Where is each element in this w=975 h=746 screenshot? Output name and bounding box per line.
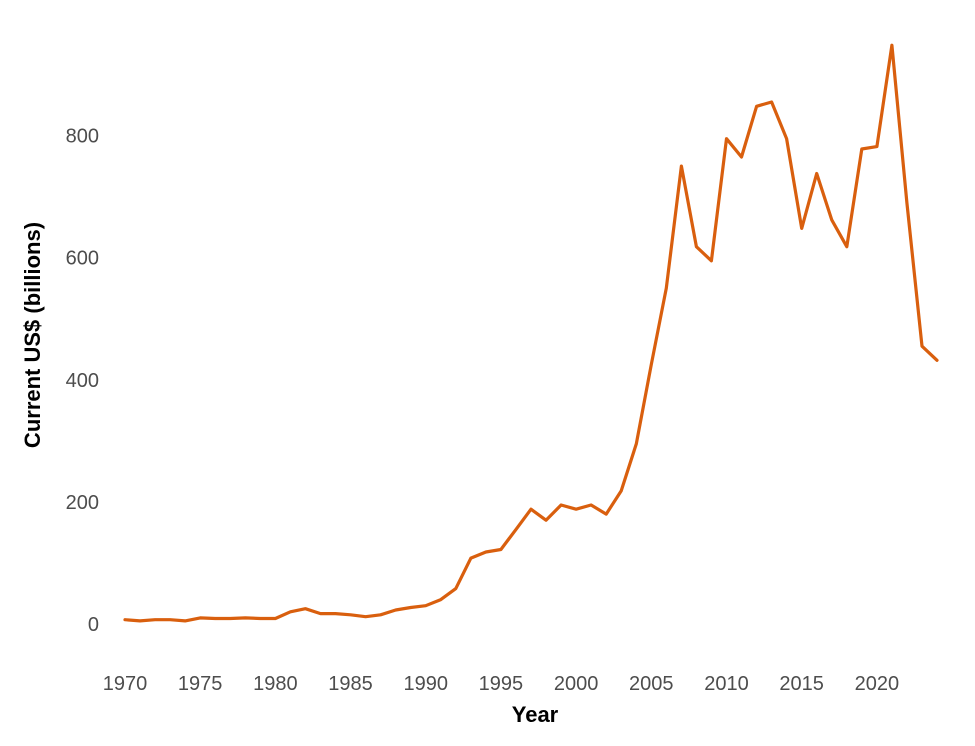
y-axis-title: Current US$ (billions)	[20, 222, 45, 448]
x-tick-label: 2005	[629, 673, 674, 695]
series-line	[123, 43, 939, 623]
series-group	[123, 43, 939, 623]
x-tick-label: 2010	[704, 673, 749, 695]
x-tick-label: 2020	[855, 673, 900, 695]
x-tick-label: 2015	[779, 673, 824, 695]
y-tick-label: 400	[66, 370, 99, 392]
x-tick-label: 2000	[554, 673, 599, 695]
y-axis-ticks: 0 200 400 600 800	[66, 126, 99, 636]
x-tick-label: 1980	[253, 673, 298, 695]
y-tick-label: 600	[66, 248, 99, 270]
y-tick-label: 200	[66, 492, 99, 514]
x-tick-label: 1995	[479, 673, 524, 695]
x-tick-label: 1975	[178, 673, 223, 695]
x-tick-label: 1990	[403, 673, 448, 695]
y-tick-label: 800	[66, 126, 99, 148]
y-tick-label: 0	[88, 614, 99, 636]
x-tick-label: 1985	[328, 673, 373, 695]
x-axis-title: Year	[512, 702, 559, 727]
x-axis-ticks: 1970 1975 1980 1985 1990 1995 2000 2005 2010 2015…	[103, 673, 899, 695]
x-tick-label: 1970	[103, 673, 148, 695]
